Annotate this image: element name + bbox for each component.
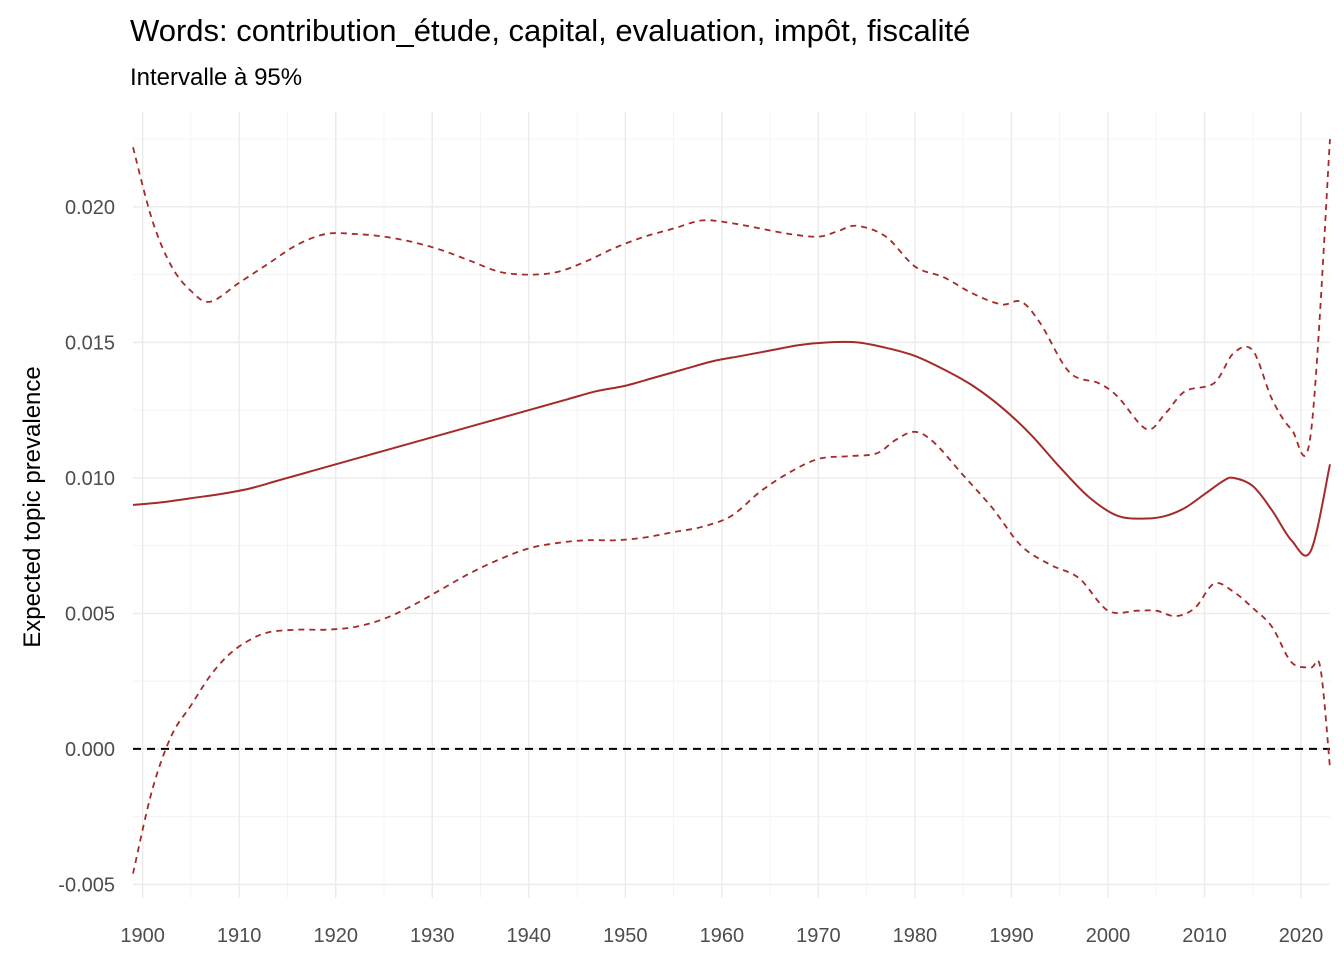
x-tick-label: 2010 xyxy=(1182,925,1227,947)
series-line-upper xyxy=(132,139,1331,457)
x-tick-label: 1950 xyxy=(603,925,648,947)
series-line-lower xyxy=(132,430,1331,874)
x-tick-label: 1970 xyxy=(796,925,841,947)
x-axis-tick-labels: 1900 1910 1920 1930 1940 1950 1960 1970 1980 1990… xyxy=(120,925,1323,947)
y-tick-label: -0.005 xyxy=(58,874,115,896)
x-tick-label: 1940 xyxy=(507,925,552,947)
y-tick-label: 0.020 xyxy=(65,197,115,219)
x-tick-label: 1980 xyxy=(893,925,938,947)
x-tick-label: 1960 xyxy=(700,925,745,947)
x-tick-label: 2020 xyxy=(1279,925,1324,947)
y-tick-label: 0.005 xyxy=(65,603,115,625)
plot-grid xyxy=(133,112,1330,898)
x-tick-label: 1910 xyxy=(217,925,262,947)
chart-title: Words: contribution_étude, capital, eval… xyxy=(130,13,970,48)
y-axis-tick-labels: -0.005 0.000 0.005 0.010 0.015 0.020 xyxy=(58,197,115,897)
y-tick-label: 0.015 xyxy=(65,332,115,354)
series-lines xyxy=(132,139,1331,874)
y-tick-label: 0.000 xyxy=(65,739,115,761)
x-tick-label: 1900 xyxy=(120,925,165,947)
series-line-estimate xyxy=(132,340,1331,557)
x-tick-label: 2000 xyxy=(1086,925,1131,947)
y-tick-label: 0.010 xyxy=(65,468,115,490)
chart-subtitle: Intervalle à 95% xyxy=(130,64,302,91)
x-tick-label: 1920 xyxy=(313,925,358,947)
y-axis-title: Expected topic prevalence xyxy=(19,366,46,648)
x-tick-label: 1930 xyxy=(410,925,455,947)
x-tick-label: 1990 xyxy=(989,925,1034,947)
